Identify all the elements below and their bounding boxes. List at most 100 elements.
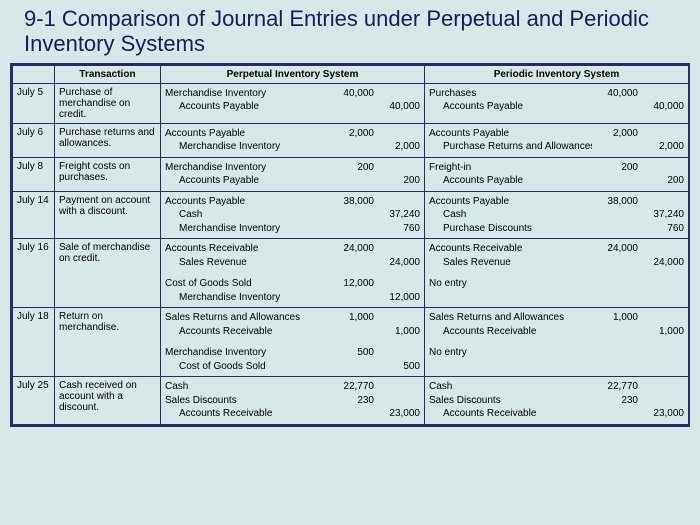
debit-amount: 2,000 [592, 127, 638, 141]
table-row: July 25Cash received on account with a d… [13, 377, 689, 425]
perpetual-cell: Sales Returns and Allowances1,000Account… [161, 308, 425, 377]
credit-amount [374, 195, 420, 209]
debit-amount [592, 346, 638, 360]
credit-amount [374, 161, 420, 175]
debit-amount [592, 325, 638, 339]
journal-entry: Accounts Payable2,000Merchandise Invento… [165, 127, 420, 154]
account-name: Purchase Discounts [429, 222, 592, 236]
date-cell: July 25 [13, 377, 55, 425]
entry-spacer [165, 338, 420, 346]
credit-amount [638, 127, 684, 141]
journal-line: Sales Revenue24,000 [165, 256, 420, 270]
journal-entry: Freight-in200Accounts Payable200 [429, 161, 684, 188]
journal-entry: Purchases40,000Accounts Payable40,000 [429, 87, 684, 114]
debit-amount: 40,000 [328, 87, 374, 101]
journal-line: Accounts Payable38,000 [429, 195, 684, 209]
debit-amount: 1,000 [328, 311, 374, 325]
journal-line: Merchandise Inventory 2,000 [165, 140, 420, 154]
account-name: Cost of Goods Sold [165, 360, 328, 374]
account-name: No entry [429, 277, 592, 291]
table-row: July 6Purchase returns and allowances.Ac… [13, 123, 689, 157]
account-name: Accounts Receivable [165, 325, 328, 339]
account-name: Merchandise Inventory [165, 222, 328, 236]
account-name: Accounts Receivable [429, 407, 592, 421]
debit-amount: 24,000 [328, 242, 374, 256]
account-name: Accounts Payable [429, 174, 592, 188]
journal-line: Freight-in200 [429, 161, 684, 175]
table-row: July 16Sale of merchandise on credit.Acc… [13, 239, 689, 308]
account-name: Accounts Receivable [165, 407, 328, 421]
debit-amount: 500 [328, 346, 374, 360]
credit-amount [374, 87, 420, 101]
date-cell: July 16 [13, 239, 55, 308]
journal-line: Purchase Returns and Allowances2,000 [429, 140, 684, 154]
perpetual-cell: Merchandise Inventory40,000Accounts Paya… [161, 83, 425, 123]
table-row: July 18Return on merchandise.Sales Retur… [13, 308, 689, 377]
table-row: July 5Purchase of merchandise on credit.… [13, 83, 689, 123]
credit-amount [638, 346, 684, 360]
debit-amount [328, 256, 374, 270]
entry-spacer [165, 269, 420, 277]
journal-line: Accounts Receivable24,000 [165, 242, 420, 256]
journal-entry: Accounts Payable2,000Purchase Returns an… [429, 127, 684, 154]
journal-line: No entry [429, 277, 684, 291]
journal-entry: Accounts Receivable24,000Sales Revenue24… [165, 242, 420, 304]
credit-amount: 2,000 [374, 140, 420, 154]
journal-line: Accounts Payable200 [429, 174, 684, 188]
journal-entry: Accounts Payable38,000Cash37,240Merchand… [165, 195, 420, 236]
account-name: Cash [165, 380, 328, 394]
periodic-cell: Purchases40,000Accounts Payable40,000 [425, 83, 689, 123]
credit-amount [374, 380, 420, 394]
debit-amount [328, 222, 374, 236]
perpetual-cell: Accounts Payable38,000Cash37,240Merchand… [161, 191, 425, 239]
periodic-cell: Accounts Receivable 24,000Sales Revenue24… [425, 239, 689, 308]
periodic-cell: Freight-in200Accounts Payable200 [425, 157, 689, 191]
account-name: Merchandise Inventory [165, 291, 328, 305]
debit-amount: 22,770 [328, 380, 374, 394]
debit-amount: 200 [328, 161, 374, 175]
debit-amount: 38,000 [592, 195, 638, 209]
date-cell: July 8 [13, 157, 55, 191]
journal-line: Accounts Payable38,000 [165, 195, 420, 209]
debit-amount [328, 100, 374, 114]
journal-line: Cash22,770 [165, 380, 420, 394]
journal-line: Accounts Receivable1,000 [165, 325, 420, 339]
journal-line: Purchase Discounts 760 [429, 222, 684, 236]
journal-line: Merchandise Inventory200 [165, 161, 420, 175]
account-name: Accounts Receivable [429, 242, 592, 256]
credit-amount [374, 311, 420, 325]
date-cell: July 18 [13, 308, 55, 377]
credit-amount: 24,000 [638, 256, 684, 270]
journal-line: Purchases40,000 [429, 87, 684, 101]
credit-amount [374, 346, 420, 360]
comparison-table: Transaction Perpetual Inventory System P… [12, 65, 689, 425]
credit-amount: 23,000 [374, 407, 420, 421]
debit-amount [592, 407, 638, 421]
debit-amount [328, 140, 374, 154]
journal-line: Sales Revenue24,000 [429, 256, 684, 270]
credit-amount [638, 242, 684, 256]
credit-amount: 12,000 [374, 291, 420, 305]
credit-amount: 760 [638, 222, 684, 236]
journal-line: Cost of Goods Sold12,000 [165, 277, 420, 291]
journal-line: No entry [429, 346, 684, 360]
journal-entry: Merchandise Inventory200Accounts Payable… [165, 161, 420, 188]
credit-amount [638, 380, 684, 394]
account-name: Accounts Payable [165, 195, 328, 209]
debit-amount [328, 325, 374, 339]
debit-amount [592, 140, 638, 154]
debit-amount [592, 208, 638, 222]
debit-amount: 1,000 [592, 311, 638, 325]
account-name: Cash [429, 380, 592, 394]
debit-amount: 38,000 [328, 195, 374, 209]
account-name: Sales Returns and Allowances [165, 311, 328, 325]
account-name: Merchandise Inventory [165, 140, 328, 154]
account-name: Accounts Payable [165, 100, 328, 114]
account-name: Accounts Payable [429, 127, 592, 141]
debit-amount: 2,000 [328, 127, 374, 141]
journal-line: Accounts Receivable1,000 [429, 325, 684, 339]
journal-entry: Sales Returns and Allowances1,000Account… [429, 311, 684, 360]
journal-entry: Sales Returns and Allowances1,000Account… [165, 311, 420, 373]
page-title: 9-1 Comparison of Journal Entries under … [0, 0, 700, 61]
account-name: Sales Discounts [165, 394, 328, 408]
